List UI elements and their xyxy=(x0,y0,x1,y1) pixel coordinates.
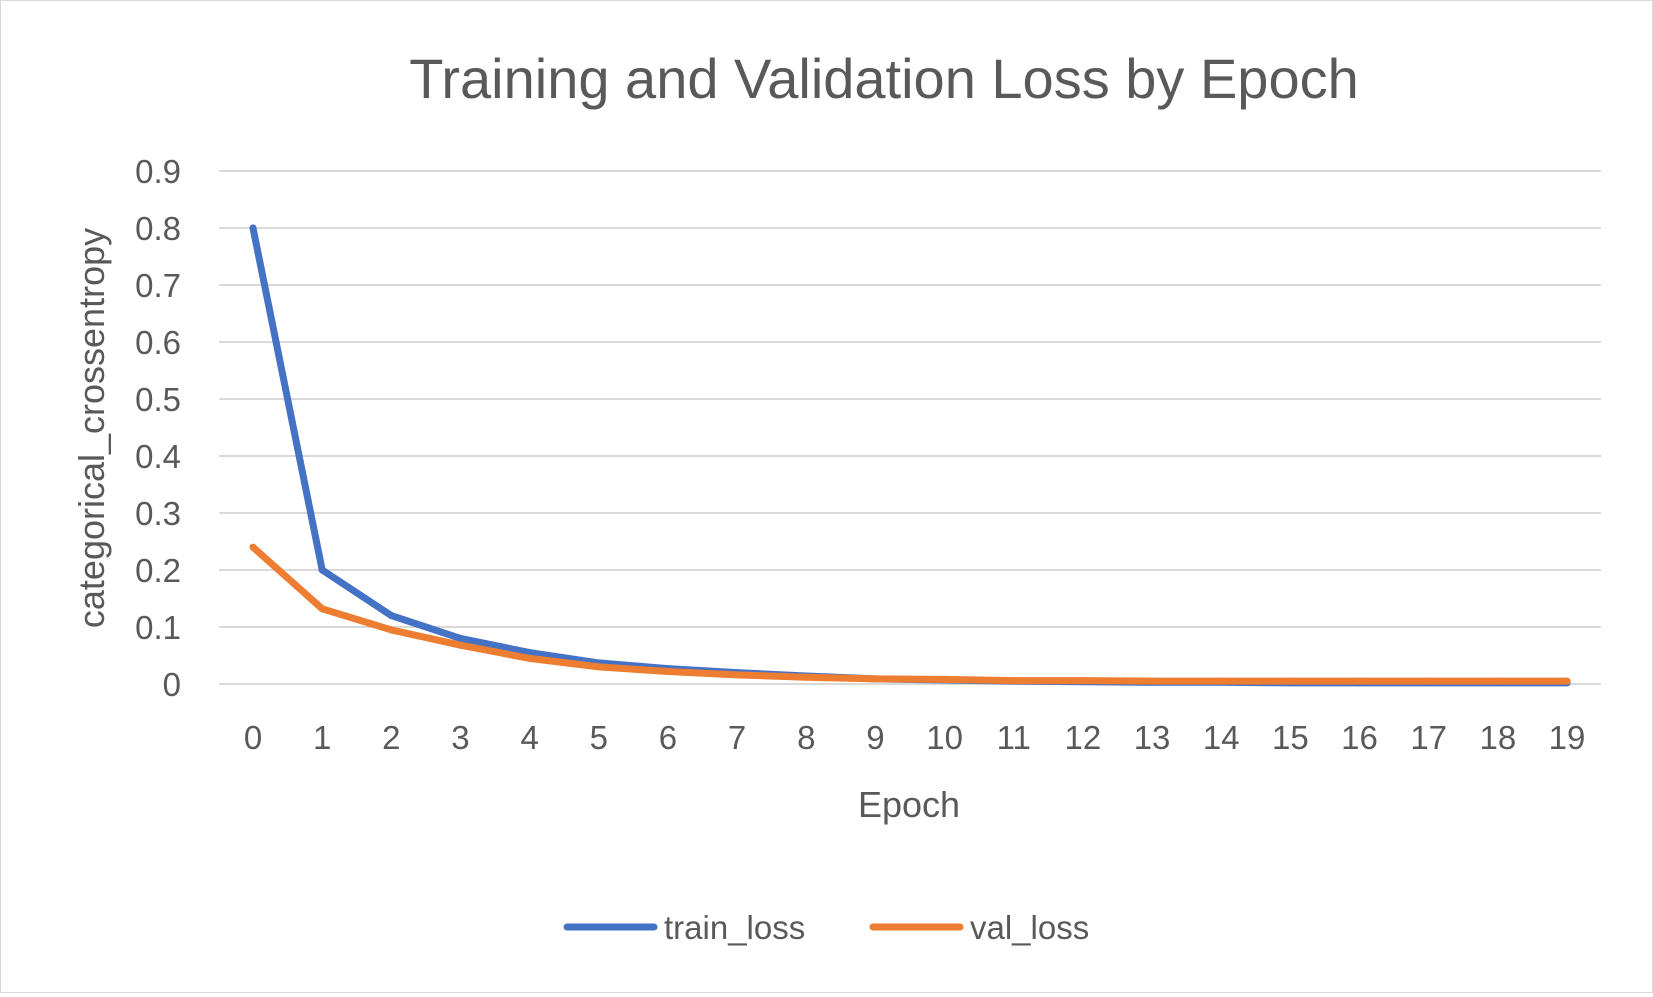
y-tick-label: 0 xyxy=(163,666,181,703)
y-tick-label: 0.3 xyxy=(135,495,181,532)
x-tick-label: 2 xyxy=(382,719,400,756)
y-tick-label: 0.6 xyxy=(135,324,181,361)
data-point-val-loss xyxy=(1079,677,1087,685)
y-tick-label: 0.5 xyxy=(135,381,181,418)
data-point-val-loss xyxy=(1563,677,1571,685)
x-tick-label: 10 xyxy=(926,719,963,756)
data-point-train-loss xyxy=(318,566,326,574)
data-point-val-loss xyxy=(318,605,326,613)
data-point-val-loss xyxy=(1425,677,1433,685)
data-point-val-loss xyxy=(595,663,603,671)
x-tick-label: 8 xyxy=(797,719,815,756)
data-point-val-loss xyxy=(1494,677,1502,685)
data-point-val-loss xyxy=(802,673,810,681)
x-tick-label: 7 xyxy=(728,719,746,756)
data-point-val-loss xyxy=(526,654,534,662)
x-tick-label: 9 xyxy=(866,719,884,756)
legend-label-train-loss: train_loss xyxy=(664,909,805,946)
data-point-val-loss xyxy=(249,543,257,551)
y-tick-label: 0.4 xyxy=(135,438,181,475)
y-tick-label: 0.1 xyxy=(135,609,181,646)
y-tick-label: 0.7 xyxy=(135,267,181,304)
x-axis-title: Epoch xyxy=(858,784,960,825)
data-point-val-loss xyxy=(456,641,464,649)
x-tick-label: 5 xyxy=(590,719,608,756)
gridlines xyxy=(219,170,1601,685)
series-layer xyxy=(249,224,1571,687)
x-tick-label: 3 xyxy=(451,719,469,756)
legend: train_loss val_loss xyxy=(563,909,1089,946)
data-point-val-loss xyxy=(387,626,395,634)
data-point-val-loss xyxy=(733,671,741,679)
data-point-train-loss xyxy=(526,649,534,657)
data-point-train-loss xyxy=(456,634,464,642)
data-point-val-loss xyxy=(941,675,949,683)
x-tick-label: 18 xyxy=(1479,719,1516,756)
x-tick-label: 0 xyxy=(244,719,262,756)
y-axis-ticks: 0 0.1 0.2 0.3 0.4 0.5 0.6 0.7 0.8 0.9 xyxy=(135,153,181,703)
chart-title: Training and Validation Loss by Epoch xyxy=(409,47,1358,110)
data-point-val-loss xyxy=(1286,677,1294,685)
data-point-val-loss xyxy=(1356,677,1364,685)
y-tick-label: 0.2 xyxy=(135,552,181,589)
x-tick-label: 15 xyxy=(1272,719,1309,756)
x-tick-label: 4 xyxy=(520,719,538,756)
x-tick-label: 16 xyxy=(1341,719,1378,756)
y-tick-label: 0.8 xyxy=(135,210,181,247)
legend-label-val-loss: val_loss xyxy=(970,909,1089,946)
x-tick-label: 13 xyxy=(1134,719,1171,756)
data-point-train-loss xyxy=(387,612,395,620)
x-tick-label: 14 xyxy=(1203,719,1240,756)
x-tick-label: 17 xyxy=(1410,719,1447,756)
data-point-val-loss xyxy=(871,675,879,683)
series-line-val-loss xyxy=(249,543,1571,685)
x-tick-label: 6 xyxy=(659,719,677,756)
x-tick-label: 11 xyxy=(997,719,1031,756)
data-point-val-loss xyxy=(1217,677,1225,685)
x-axis-ticks: 0 1 2 3 4 5 6 7 8 9 10 11 12 13 14 15 16 17 18 19 xyxy=(244,719,1586,756)
data-point-val-loss xyxy=(1010,677,1018,685)
data-point-val-loss xyxy=(1148,677,1156,685)
data-point-train-loss xyxy=(249,224,257,232)
x-tick-label: 1 xyxy=(313,719,331,756)
y-tick-label: 0.9 xyxy=(135,153,181,190)
data-point-val-loss xyxy=(664,667,672,675)
y-axis-title: categorical_crossentropy xyxy=(71,228,112,628)
x-tick-label: 12 xyxy=(1065,719,1102,756)
x-tick-label: 19 xyxy=(1549,719,1586,756)
